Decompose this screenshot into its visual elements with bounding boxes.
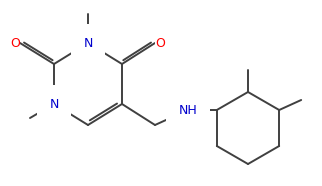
- Text: NH: NH: [179, 103, 197, 116]
- Text: N: N: [83, 36, 93, 49]
- Text: N: N: [49, 97, 59, 110]
- Text: O: O: [155, 36, 165, 49]
- Text: O: O: [10, 36, 20, 49]
